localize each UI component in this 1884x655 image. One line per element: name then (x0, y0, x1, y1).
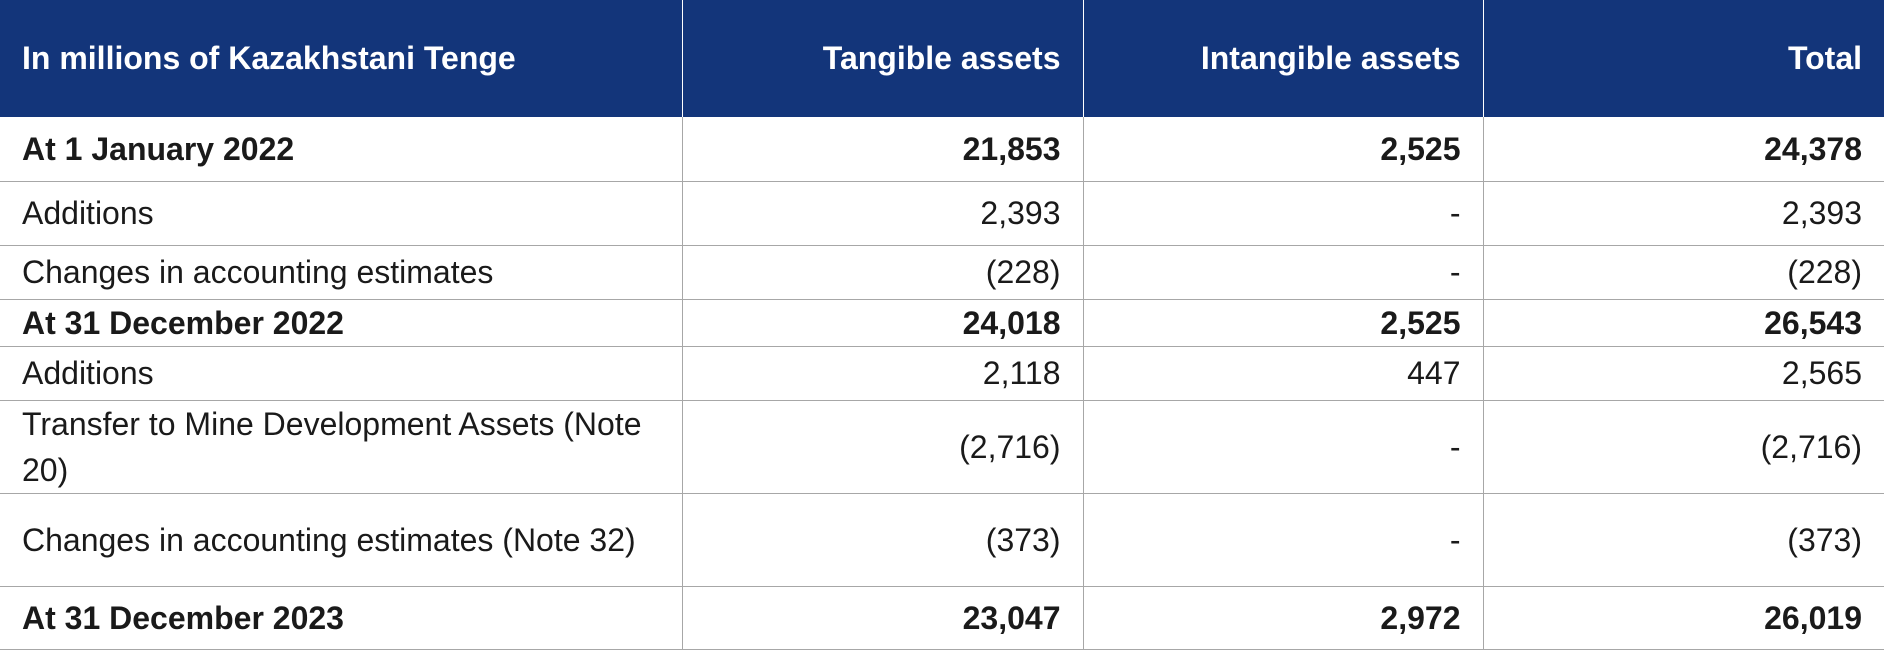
header-total: Total (1482, 0, 1884, 117)
cell-tangible: 2,393 (681, 181, 1083, 246)
cell-total: (228) (1482, 245, 1884, 300)
row-label: At 1 January 2022 (0, 117, 682, 182)
cell-total: 2,565 (1482, 346, 1884, 401)
table-row-estimate-changes-2023: Changes in accounting estimates (Note 32… (0, 493, 1884, 587)
cell-tangible: 24,018 (681, 299, 1083, 347)
cell-intangible: 2,972 (1082, 586, 1483, 650)
cell-intangible: - (1082, 400, 1483, 494)
cell-tangible: 21,853 (681, 117, 1083, 182)
row-label: Changes in accounting estimates (0, 245, 682, 300)
table-row-closing-balance-2022: At 31 December 2022 24,018 2,525 26,543 (0, 299, 1884, 347)
table-row-transfer-to-mine-development: Transfer to Mine Development Assets (Not… (0, 400, 1884, 494)
cell-total: 26,543 (1482, 299, 1884, 347)
cell-intangible: - (1082, 245, 1483, 300)
cell-total: (2,716) (1482, 400, 1884, 494)
table-header: In millions of Kazakhstani Tenge Tangibl… (0, 0, 1884, 117)
row-label: At 31 December 2022 (0, 299, 682, 347)
cell-total: (373) (1482, 493, 1884, 587)
cell-total: 24,378 (1482, 117, 1884, 182)
row-label: At 31 December 2023 (0, 586, 682, 650)
cell-intangible: - (1082, 181, 1483, 246)
cell-tangible: 23,047 (681, 586, 1083, 650)
table-row-additions-2023: Additions 2,118 447 2,565 (0, 346, 1884, 401)
table-row-additions-2022: Additions 2,393 - 2,393 (0, 181, 1884, 246)
cell-tangible: (2,716) (681, 400, 1083, 494)
table-body: At 1 January 2022 21,853 2,525 24,378 Ad… (0, 117, 1884, 650)
header-tangible-assets: Tangible assets (681, 0, 1083, 117)
table-row-estimate-changes-2022: Changes in accounting estimates (228) - … (0, 245, 1884, 300)
row-label: Changes in accounting estimates (Note 32… (0, 493, 682, 587)
header-row: In millions of Kazakhstani Tenge Tangibl… (0, 0, 1884, 117)
row-label: Additions (0, 346, 682, 401)
cell-intangible: 2,525 (1082, 117, 1483, 182)
cell-tangible: (373) (681, 493, 1083, 587)
cell-total: 26,019 (1482, 586, 1884, 650)
row-label: Transfer to Mine Development Assets (Not… (0, 400, 682, 494)
cell-intangible: 2,525 (1082, 299, 1483, 347)
cell-intangible: 447 (1082, 346, 1483, 401)
header-currency-unit: In millions of Kazakhstani Tenge (0, 0, 682, 117)
cell-total: 2,393 (1482, 181, 1884, 246)
cell-intangible: - (1082, 493, 1483, 587)
table-row-opening-balance-2022: At 1 January 2022 21,853 2,525 24,378 (0, 117, 1884, 182)
cell-tangible: 2,118 (681, 346, 1083, 401)
cell-tangible: (228) (681, 245, 1083, 300)
header-intangible-assets: Intangible assets (1082, 0, 1483, 117)
row-label: Additions (0, 181, 682, 246)
table-row-closing-balance-2023: At 31 December 2023 23,047 2,972 26,019 (0, 586, 1884, 650)
